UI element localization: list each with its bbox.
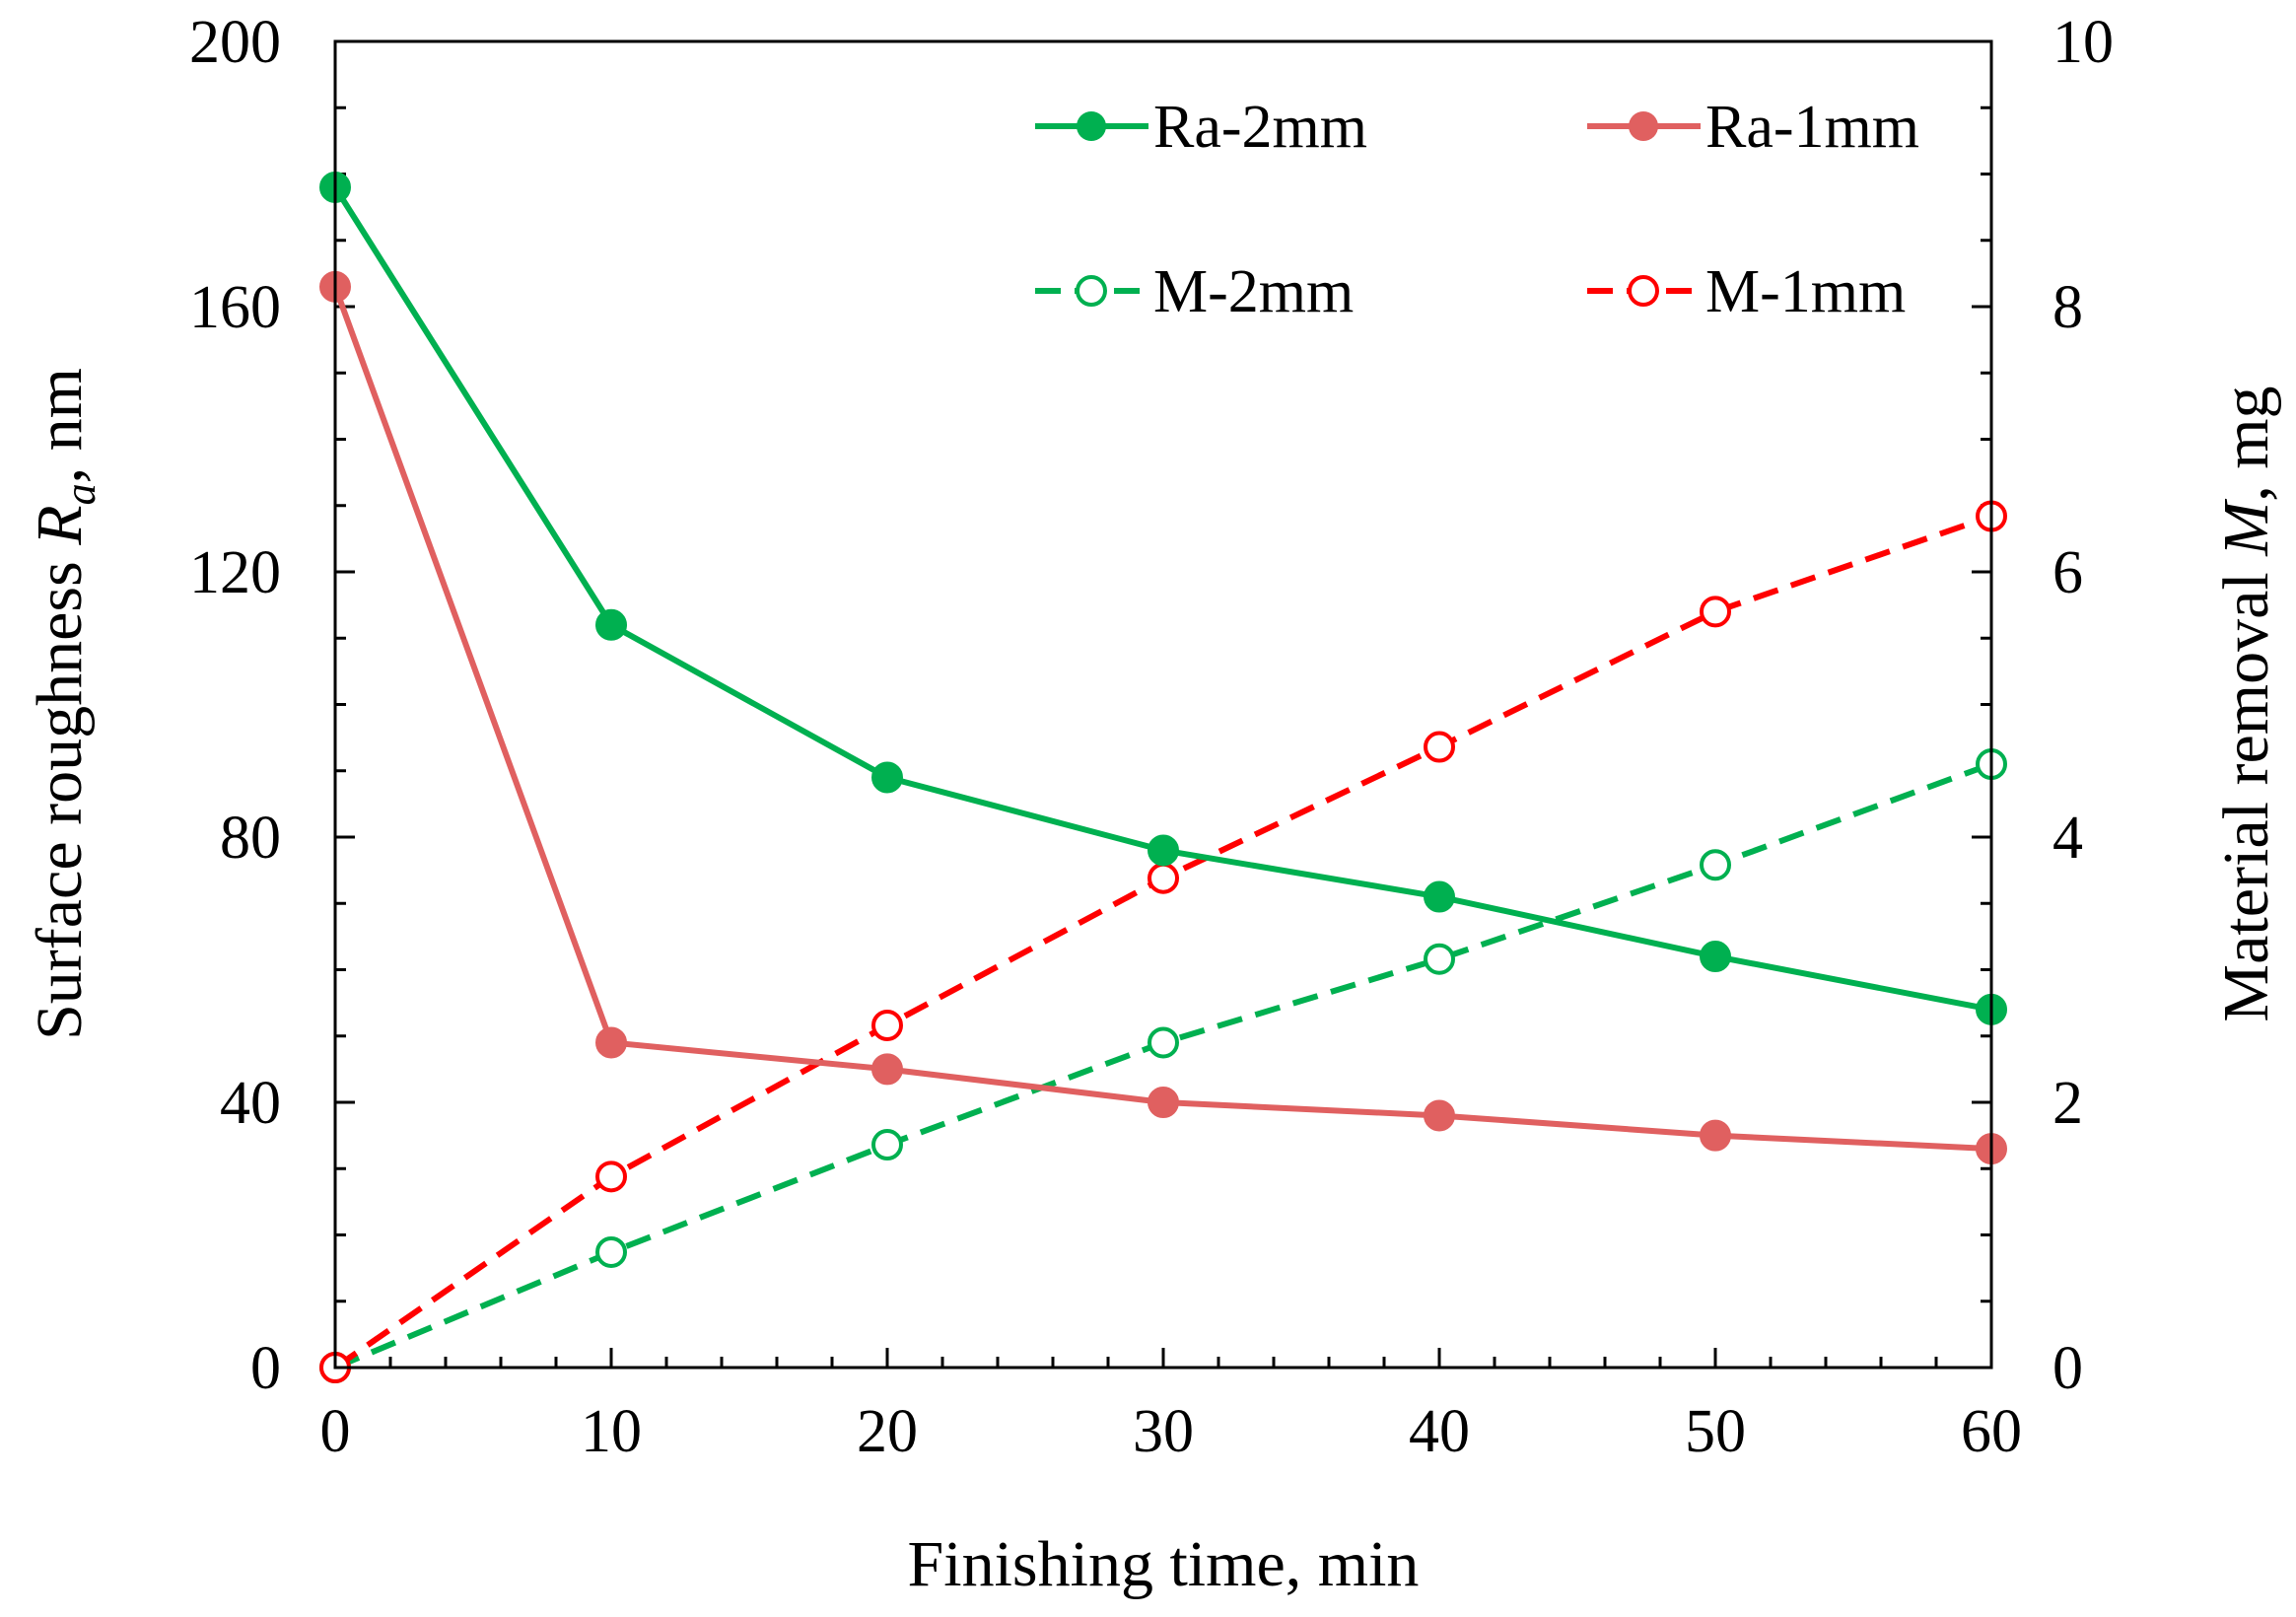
point-ra-2mm [1700,941,1731,973]
point-ra-2mm [1148,834,1179,867]
point-ra-2mm [1424,880,1455,913]
point-ra-2mm [595,608,627,641]
legend-marker-ra-1mm [1629,111,1658,141]
point-m-1mm [871,1009,903,1041]
left-y-tick-labels: 0 40 80 120 160 200 [189,9,281,1402]
point-m-2mm [1700,849,1731,881]
legend-label-m-1mm: M-1mm [1705,258,1906,325]
point-ra-2mm [871,761,903,794]
left-y-tick-label: 200 [189,9,281,76]
right-y-tick-label: 8 [2052,274,2083,341]
point-m-2mm [1424,943,1455,975]
legend-marker-m-2mm [1076,275,1107,307]
series-line-ra-1mm [332,285,1992,1153]
right-y-axis-title: Material removal M, mg [2210,386,2282,1021]
point-m-2mm [595,1235,627,1268]
point-m-2mm [871,1129,903,1161]
x-tick-label: 30 [1133,1398,1194,1465]
x-tick-label: 40 [1409,1398,1470,1465]
x-tick-label: 20 [857,1398,918,1465]
right-y-tick-label: 10 [2052,9,2114,76]
legend-label-ra-1mm: Ra-1mm [1705,94,1919,161]
point-ra-1mm [1700,1119,1731,1152]
left-y-tick-label: 120 [189,539,281,606]
point-m-1mm [595,1160,627,1193]
point-m-2mm [1148,1026,1179,1059]
x-axis-title: Finishing time, min [908,1528,1420,1600]
right-y-tick-labels: 0 2 4 6 8 10 [2052,9,2114,1402]
left-y-tick-label: 40 [220,1070,281,1137]
x-tick-labels: 0 10 20 30 40 50 60 [320,1398,2023,1465]
right-y-tick-label: 2 [2052,1070,2083,1137]
right-y-tick-label: 4 [2052,805,2083,872]
point-ra-1mm [1424,1099,1455,1132]
right-y-tick-label: 6 [2052,539,2083,606]
left-y-tick-label: 80 [220,805,281,872]
legend-label-ra-2mm: Ra-2mm [1153,94,1367,161]
point-m-1mm [1424,731,1455,763]
legend-marker-m-1mm [1628,275,1659,307]
point-m-1mm [1148,862,1179,894]
x-tick-label: 60 [1961,1398,2022,1465]
point-ra-1mm [871,1053,903,1086]
point-m-1mm [1700,596,1731,628]
x-tick-label: 10 [581,1398,642,1465]
left-y-axis-title: Surface roughness Ra, nm [24,368,104,1040]
right-y-tick-label: 0 [2052,1335,2083,1402]
point-ra-1mm [1148,1087,1179,1118]
x-tick-label: 0 [320,1398,351,1465]
series-line-m-1mm [333,513,1992,1371]
left-y-tick-label: 0 [250,1335,281,1402]
left-y-tick-label: 160 [189,274,281,341]
plot-frame [333,39,1993,1370]
x-tick-label: 50 [1685,1398,1746,1465]
point-ra-1mm [595,1026,627,1059]
legend-marker-ra-2mm [1077,111,1106,141]
series-layer [319,171,2007,1383]
ticks-layer [333,39,1993,1370]
legend: Ra-2mm Ra-1mm M-2mm M-1mm [1035,94,1919,325]
legend-label-m-2mm: M-2mm [1153,258,1354,325]
